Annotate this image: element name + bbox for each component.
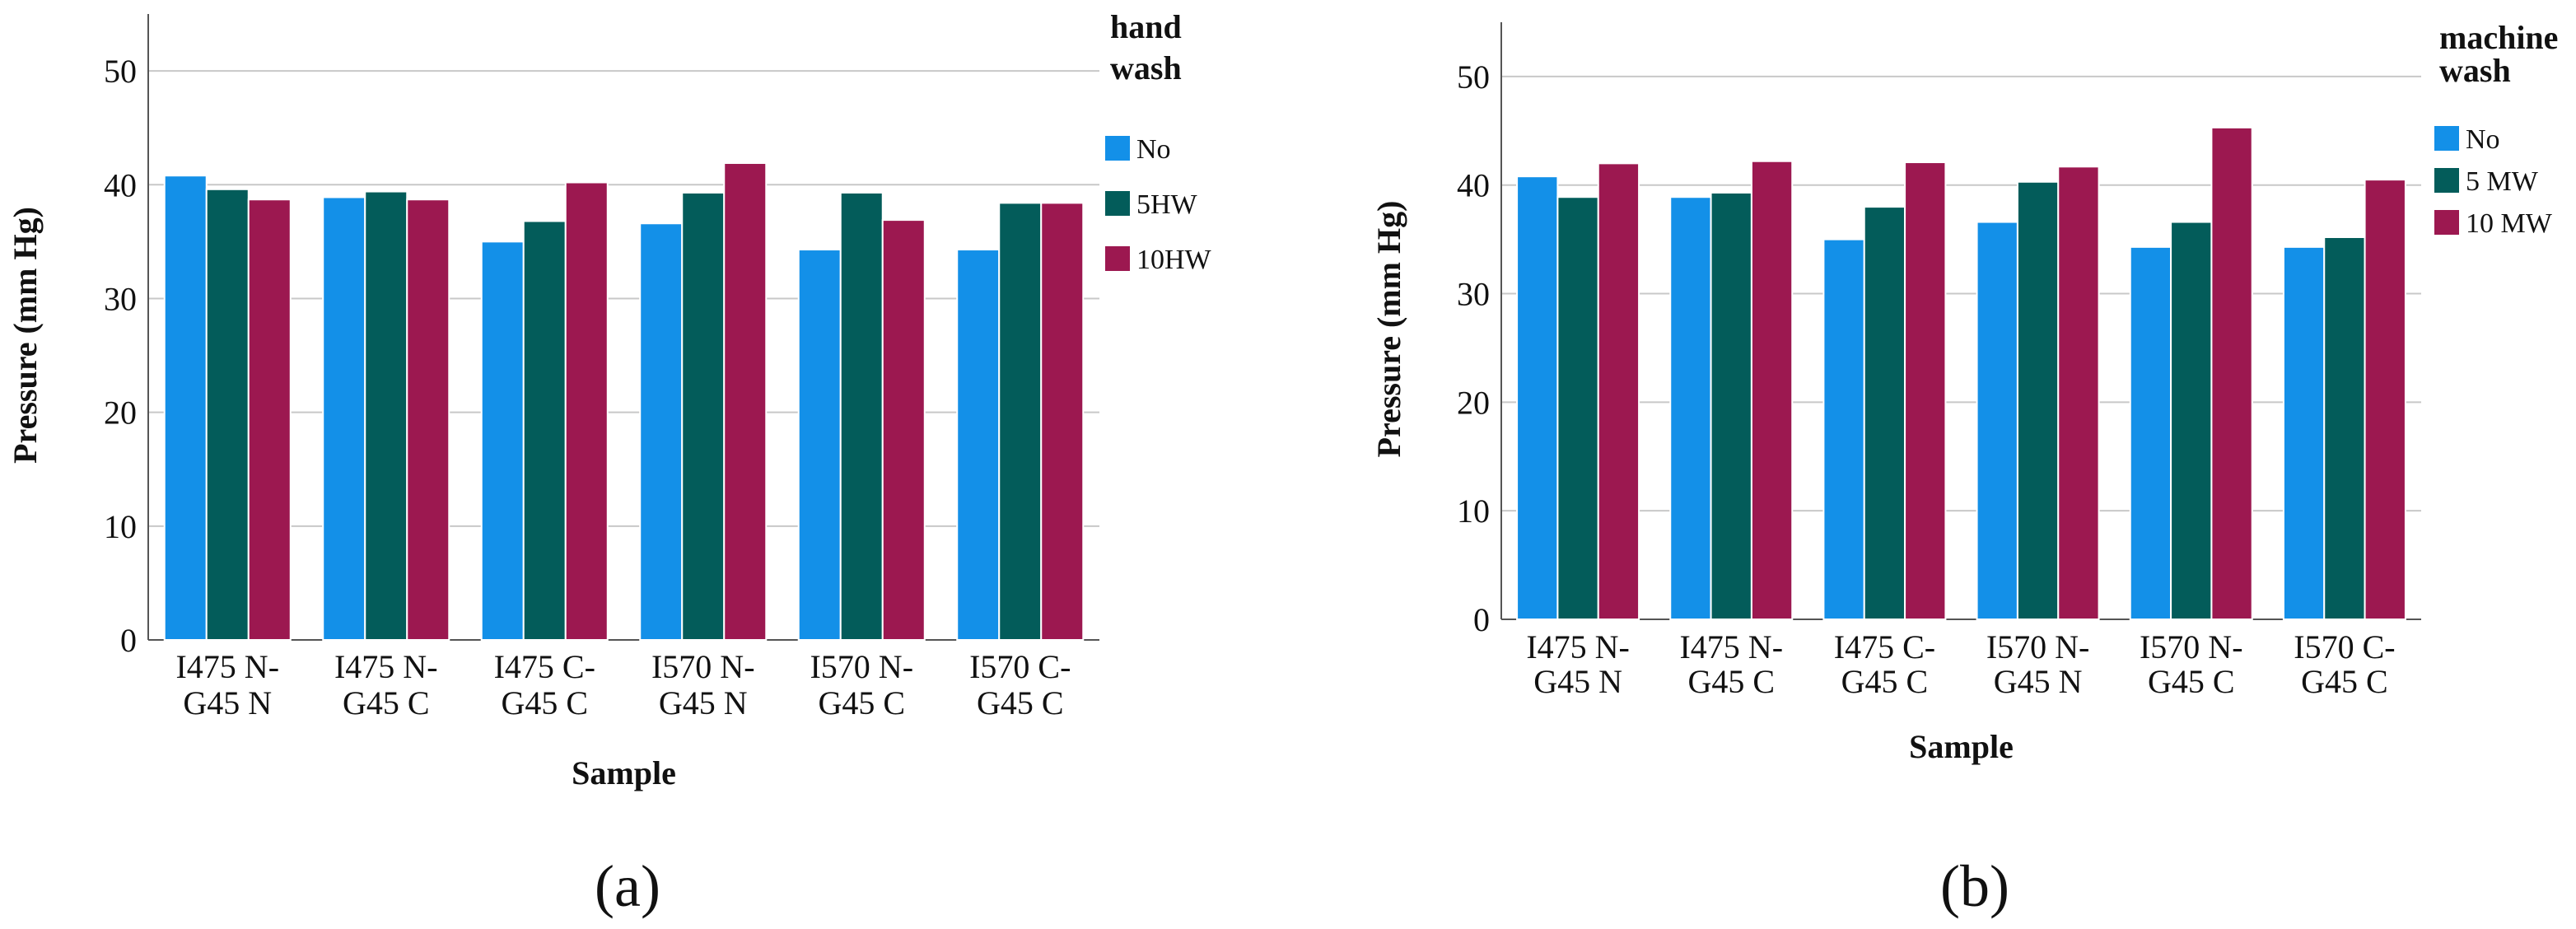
bar-10mw-4 bbox=[2210, 126, 2253, 620]
legend-label: No bbox=[2466, 124, 2500, 155]
bar-10mw-2 bbox=[1904, 161, 1947, 620]
x-tick-label: I475 C- bbox=[494, 648, 595, 685]
x-tick-label: I475 N- bbox=[1526, 628, 1630, 665]
bar-5hw-1 bbox=[364, 190, 408, 641]
bar-no-2 bbox=[1822, 238, 1865, 620]
legend-label: 5 MW bbox=[2466, 166, 2539, 197]
y-tick-label: 20 bbox=[1457, 384, 1490, 421]
bar-10mw-3 bbox=[2057, 166, 2100, 620]
bar-5mw-5 bbox=[2323, 236, 2366, 620]
y-tick-label: 50 bbox=[1457, 58, 1490, 96]
legend-swatch bbox=[2434, 126, 2459, 151]
y-tick-label: 40 bbox=[104, 166, 137, 203]
legend-label: 10 MW bbox=[2466, 208, 2553, 239]
x-tick-label: I475 N- bbox=[1679, 628, 1783, 665]
bar-5hw-2 bbox=[522, 220, 567, 641]
bar-5mw-1 bbox=[1710, 191, 1752, 621]
bar-5hw-4 bbox=[839, 191, 884, 642]
bar-5mw-2 bbox=[1863, 206, 1906, 620]
bar-10mw-0 bbox=[1597, 162, 1640, 620]
bar-no-0 bbox=[163, 175, 208, 641]
bar-10hw-1 bbox=[406, 198, 450, 641]
bar-no-4 bbox=[2129, 245, 2172, 620]
x-axis-title: Sample bbox=[1909, 728, 2014, 765]
x-tick-label: G45 C bbox=[1687, 663, 1775, 700]
x-tick-label: I475 N- bbox=[175, 648, 279, 685]
legend-swatch bbox=[1105, 191, 1130, 216]
bar-no-4 bbox=[797, 249, 842, 641]
bar-no-5 bbox=[956, 249, 1001, 641]
legend-swatch bbox=[2434, 168, 2459, 193]
bar-10hw-2 bbox=[564, 181, 609, 641]
x-tick-label: G45 C bbox=[343, 684, 430, 721]
legend-swatch bbox=[1105, 136, 1130, 161]
bar-5hw-3 bbox=[681, 191, 726, 642]
y-tick-label: 10 bbox=[104, 508, 137, 545]
x-tick-label: G45 N bbox=[1533, 663, 1622, 700]
y-tick-label: 30 bbox=[1457, 276, 1490, 313]
x-tick-label: G45 C bbox=[501, 684, 588, 721]
x-tick-label: G45 C bbox=[2301, 663, 2388, 700]
bar-no-0 bbox=[1516, 175, 1559, 620]
bar-5hw-5 bbox=[998, 202, 1043, 641]
bar-10mw-1 bbox=[1750, 160, 1794, 620]
y-tick-label: 40 bbox=[1457, 167, 1490, 204]
figure-caption: (a) bbox=[595, 853, 660, 919]
bar-10hw-3 bbox=[723, 162, 768, 641]
x-tick-label: I475 N- bbox=[334, 648, 438, 685]
y-tick-label: 20 bbox=[104, 394, 137, 432]
y-tick-label: 50 bbox=[104, 53, 137, 90]
x-tick-label: G45 C bbox=[1841, 663, 1929, 700]
legend-label: No bbox=[1136, 134, 1171, 165]
legend-title: hand bbox=[1110, 8, 1182, 45]
bar-10hw-4 bbox=[881, 219, 926, 641]
y-axis-title: Pressure (mm Hg) bbox=[7, 207, 44, 464]
x-tick-label: G45 N bbox=[1994, 663, 2083, 700]
bar-no-5 bbox=[2282, 245, 2326, 620]
bar-5mw-0 bbox=[1556, 196, 1599, 620]
y-tick-label: 0 bbox=[1473, 601, 1490, 638]
x-tick-label: I570 C- bbox=[969, 648, 1071, 685]
x-tick-label: G45 N bbox=[659, 684, 748, 721]
x-tick-label: G45 C bbox=[977, 684, 1064, 721]
bar-10hw-5 bbox=[1040, 202, 1085, 641]
x-tick-label: I570 N- bbox=[651, 648, 755, 685]
bar-5mw-4 bbox=[2170, 221, 2213, 620]
legend-label: 5HW bbox=[1136, 189, 1198, 220]
legend: hand wash No 5HW 10HW bbox=[1105, 8, 1212, 275]
legend-title: wash bbox=[2439, 52, 2511, 89]
x-axis-title: Sample bbox=[572, 754, 676, 791]
bar-no-1 bbox=[322, 196, 366, 642]
bar-no-3 bbox=[639, 222, 684, 641]
bar-5hw-0 bbox=[205, 188, 250, 642]
x-tick-label: I570 N- bbox=[810, 648, 913, 685]
legend-swatch bbox=[2434, 210, 2459, 235]
legend-swatch bbox=[1105, 246, 1130, 271]
bar-no-2 bbox=[480, 240, 525, 641]
legend-label: 10HW bbox=[1136, 245, 1212, 275]
bar-10mw-5 bbox=[2364, 179, 2406, 621]
x-tick-label: I570 N- bbox=[2140, 628, 2243, 665]
legend-title: machine bbox=[2439, 19, 2558, 56]
bar-no-1 bbox=[1669, 196, 1712, 620]
x-tick-label: G45 C bbox=[818, 684, 905, 721]
x-tick-label: I570 N- bbox=[1986, 628, 2090, 665]
figure-caption: (b) bbox=[1940, 853, 2009, 919]
bar-no-3 bbox=[1976, 221, 2018, 620]
y-tick-label: 0 bbox=[120, 622, 137, 659]
legend-title: wash bbox=[1110, 49, 1182, 86]
x-tick-label: I475 C- bbox=[1834, 628, 1935, 665]
bar-10hw-0 bbox=[247, 198, 292, 641]
x-tick-label: G45 N bbox=[183, 684, 272, 721]
x-tick-label: I570 C- bbox=[2294, 628, 2395, 665]
y-tick-label: 10 bbox=[1457, 493, 1490, 530]
bar-5mw-3 bbox=[2016, 180, 2060, 621]
y-tick-label: 30 bbox=[104, 280, 137, 317]
x-tick-label: G45 C bbox=[2148, 663, 2235, 700]
y-axis-title: Pressure (mm Hg) bbox=[1370, 201, 1407, 458]
